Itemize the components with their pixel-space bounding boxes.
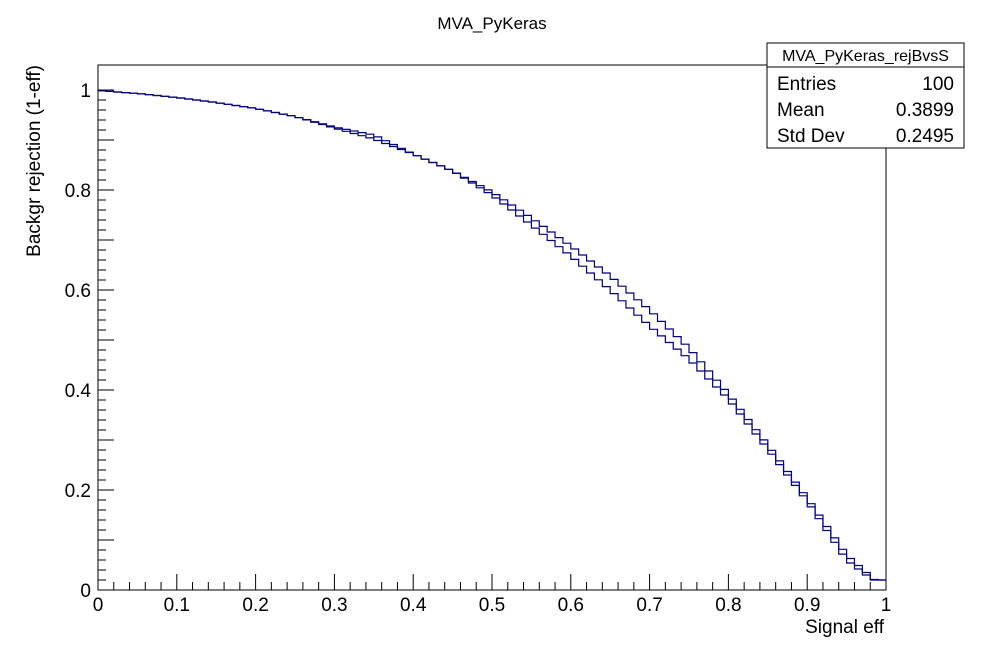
stats-box-frame [766,42,965,149]
stats-mean-label: Mean [777,100,825,121]
stats-box-title: MVA_PyKeras_rejBvsS [782,48,949,65]
stats-stddev-label: Std Dev [777,126,845,147]
x-tick-label: 0.5 [479,595,505,616]
y-tick-label: 0.2 [65,481,91,502]
x-tick-label: 0.7 [636,595,662,616]
x-tick-label: 1 [881,595,892,616]
y-axis-label: Backgr rejection (1-eff) [24,65,45,257]
x-tick-label: 0.4 [400,595,427,616]
series-group [98,90,886,581]
series-line-2 [98,90,886,581]
y-tick-label: 0.4 [65,381,92,402]
x-tick-label: 0.6 [558,595,584,616]
y-tick-label: 0 [80,581,91,602]
series-line-1 [98,90,886,581]
chart-title: MVA_PyKeras [437,14,546,33]
stats-stddev-value: 0.2495 [896,126,954,147]
x-tick-label: 0 [93,595,104,616]
x-tick-label: 0.2 [242,595,268,616]
stats-mean-value: 0.3899 [896,100,954,121]
stats-entries-value: 100 [922,74,954,95]
stats-box: MVA_PyKeras_rejBvsS Entries 100 Mean 0.3… [766,42,965,149]
y-axis: 0 0.2 0.4 0.6 0.8 1 [65,81,114,602]
x-axis-label: Signal eff [805,617,885,638]
x-tick-label: 0.9 [794,595,820,616]
y-tick-label: 0.6 [65,281,91,302]
x-tick-label: 0.8 [715,595,741,616]
x-tick-label: 0.3 [321,595,347,616]
x-tick-label: 0.1 [164,595,190,616]
y-tick-label: 0.8 [65,181,91,202]
x-axis: 0 0.1 0.2 0.3 0.4 0.5 0.6 0.7 0.8 0.9 1 [93,574,892,616]
stats-entries-label: Entries [777,74,836,95]
y-tick-label: 1 [80,81,91,102]
